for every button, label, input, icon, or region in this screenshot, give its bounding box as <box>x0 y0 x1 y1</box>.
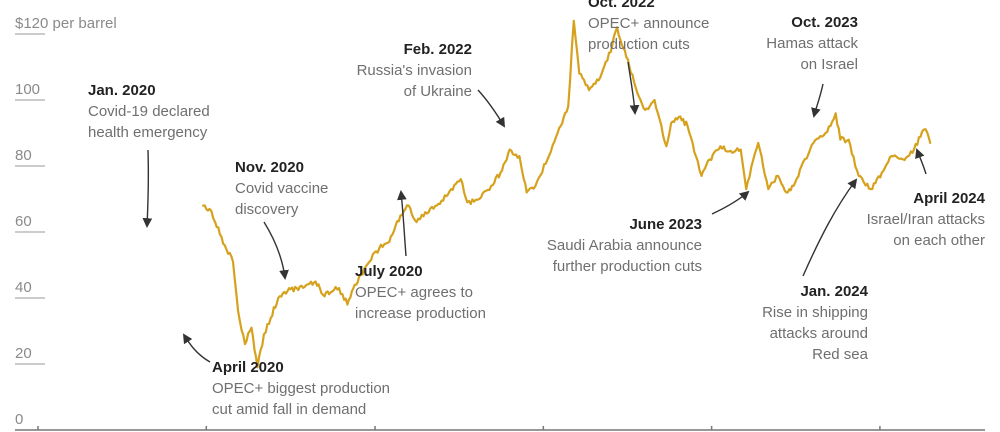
annotation-pointer <box>396 190 407 257</box>
annotation-feb2022: Feb. 2022 Russia's invasion of Ukraine <box>357 41 472 100</box>
annotation-jun2023: June 2023 Saudi Arabia announce further pr… <box>547 216 702 275</box>
annotation-text: further production cuts <box>553 258 702 275</box>
annotation-text: of Ukraine <box>404 83 472 100</box>
annotation-title: Jan. 2020 <box>88 82 156 99</box>
annotation-pointer <box>711 190 750 215</box>
annotation-text: Hamas attack <box>766 35 858 52</box>
annotation-text: increase production <box>355 305 486 322</box>
annotation-title: April 2024 <box>913 190 985 207</box>
annotation-text: Russia's invasion <box>357 62 472 79</box>
annotation-pointer <box>477 89 506 128</box>
y-axis-labels: $120 per barrel 100 80 60 40 20 0 <box>15 15 117 428</box>
annotation-text: Saudi Arabia announce <box>547 237 702 254</box>
y-tick-label: 100 <box>15 81 40 98</box>
annotation-text: on Israel <box>800 56 858 73</box>
annotation-oct2023: Oct. 2023 Hamas attack on Israel <box>766 14 858 73</box>
annotation-text: OPEC+ agrees to <box>355 284 473 301</box>
annotation-text: OPEC+ announce <box>588 15 709 32</box>
annotation-text: Rise in shipping <box>762 304 868 321</box>
annotation-pointer <box>627 61 640 115</box>
y-tick-label: 20 <box>15 345 32 362</box>
y-tick-label: $120 per barrel <box>15 15 117 32</box>
annotation-text: Israel/Iran attacks <box>867 211 985 228</box>
annotation-nov2020: Nov. 2020 Covid vaccine discovery <box>235 159 328 218</box>
y-tick-label: 0 <box>15 411 23 428</box>
annotation-apr2020: April 2020 OPEC+ biggest production cut am… <box>212 359 390 418</box>
y-tick-underlines <box>15 33 45 365</box>
annotation-title: June 2023 <box>629 216 702 233</box>
y-tick-label: 60 <box>15 213 32 230</box>
annotation-text: attacks around <box>770 325 868 342</box>
annotation-pointer <box>142 149 153 228</box>
annotation-jul2020: July 2020 OPEC+ agrees to increase product… <box>355 263 486 322</box>
annotation-apr2024: April 2024 Israel/Iran attacks on each oth… <box>867 190 986 249</box>
annotation-text: on each other <box>893 232 985 249</box>
annotation-jan2024: Jan. 2024 Rise in shipping attacks around R… <box>762 283 869 363</box>
y-tick-label: 80 <box>15 147 32 164</box>
y-tick-label: 40 <box>15 279 32 296</box>
annotation-pointer <box>182 333 211 363</box>
annotations: Jan. 2020 Covid-19 declared health emergen… <box>88 0 986 418</box>
price-line <box>202 19 932 369</box>
annotation-title: April 2020 <box>212 359 284 376</box>
annotation-text: discovery <box>235 201 299 218</box>
annotation-title: Oct. 2023 <box>791 14 858 31</box>
annotation-title: Nov. 2020 <box>235 159 304 176</box>
annotation-text: production cuts <box>588 36 690 53</box>
annotation-pointer <box>915 148 927 175</box>
annotation-title: Feb. 2022 <box>404 41 472 58</box>
annotation-jan2020: Jan. 2020 Covid-19 declared health emergen… <box>88 82 210 141</box>
annotation-oct2022: Oct. 2022 OPEC+ announce production cuts <box>588 0 709 53</box>
annotation-pointer <box>802 178 858 277</box>
annotation-text: OPEC+ biggest production <box>212 380 390 397</box>
x-axis-year-ticks <box>37 426 881 430</box>
annotation-text: Covid vaccine <box>235 180 328 197</box>
annotation-text: cut amid fall in demand <box>212 401 366 418</box>
annotation-pointers <box>142 61 927 363</box>
price-series <box>202 19 932 369</box>
annotation-pointer <box>263 221 289 280</box>
annotation-text: health emergency <box>88 124 208 141</box>
annotation-title: Jan. 2024 <box>800 283 868 300</box>
annotation-title: July 2020 <box>355 263 423 280</box>
annotation-text: Covid-19 declared <box>88 103 210 120</box>
annotation-text: Red sea <box>812 346 869 363</box>
annotation-pointer <box>811 83 824 118</box>
annotation-title: Oct. 2022 <box>588 0 655 11</box>
